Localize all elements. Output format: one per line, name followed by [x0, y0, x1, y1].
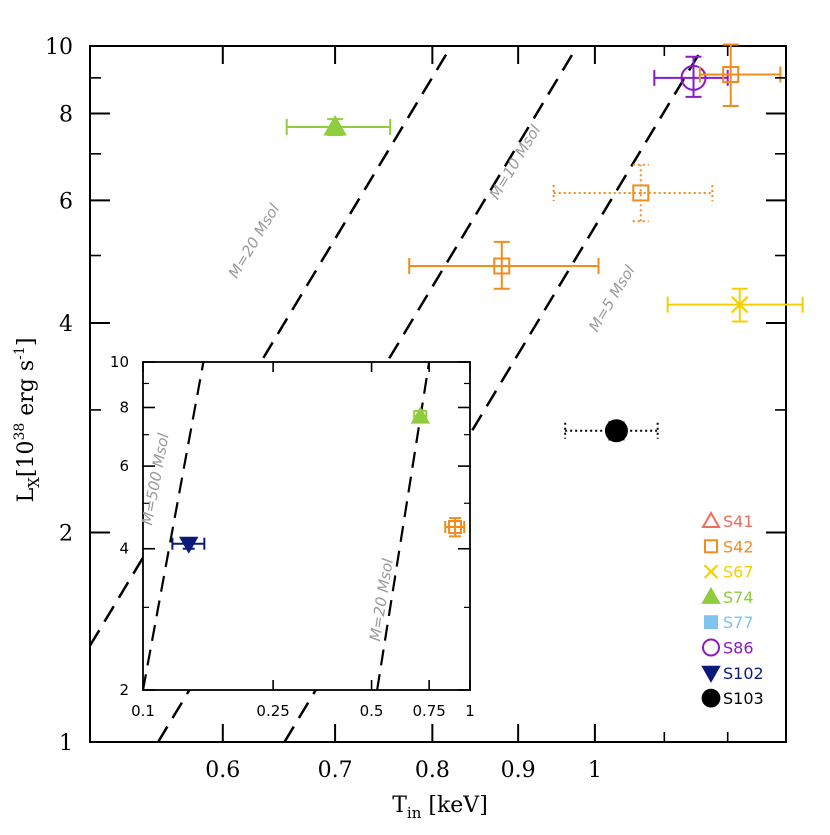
legend: S41 S42 S67 S74 S77 S86 S102 S103	[701, 510, 764, 708]
x-tick-label: 0.7	[318, 758, 353, 783]
legend-marker-s42	[704, 539, 718, 554]
inset-x-tick-label: 0.5	[360, 702, 384, 720]
legend-item-s74: S74	[701, 586, 754, 607]
legend-item-s41: S41	[701, 510, 754, 531]
legend-marker-s86	[702, 638, 720, 657]
y-tick-label: 10	[45, 35, 73, 60]
inset-axis-ticks: 0.1 0.25 0.5 0.75 1 2 4 6 8 10	[110, 353, 475, 720]
legend-marker-s77	[704, 615, 718, 630]
inset-point-s102-0	[171, 536, 206, 554]
y-axis-title: LX[1038 erg s-1]	[12, 338, 43, 503]
inset-marker-s102	[179, 536, 199, 554]
y-tick-label: 4	[59, 312, 73, 337]
legend-label-s102: S102	[723, 664, 764, 683]
mass-line-label-3: M=5 Msol	[585, 262, 639, 335]
legend-item-s67: S67	[703, 563, 754, 582]
main-point-s42-4	[698, 43, 782, 107]
inset-x-tick-label: 0.25	[256, 702, 289, 720]
inset-mass-line-1	[141, 361, 205, 691]
main-plot-frame	[89, 45, 787, 743]
legend-marker-s74	[701, 586, 721, 604]
legend-label-s74: S74	[723, 588, 754, 607]
inset-x-tick-label: 0.75	[412, 702, 445, 720]
legend-label-s41: S41	[723, 512, 754, 531]
legend-item-s77: S77	[704, 613, 754, 632]
y-tick-label: 8	[59, 102, 73, 127]
main-marker-s42	[632, 184, 650, 202]
inset-data-points	[171, 406, 466, 554]
legend-marker-s102	[701, 665, 721, 683]
inset-marker-s74	[410, 406, 431, 424]
inset-y-tick-label: 8	[119, 398, 129, 416]
inset-point-s74-1	[410, 406, 431, 424]
mass-line-3	[283, 45, 705, 743]
main-point-s67-5	[666, 287, 804, 323]
main-marker-s42	[493, 257, 511, 275]
inset-y-tick-label: 2	[119, 681, 129, 699]
legend-item-s102: S102	[701, 664, 764, 683]
inset-point-s42-2	[444, 517, 466, 538]
main-point-s42-1	[408, 240, 600, 290]
y-tick-label: 6	[59, 189, 73, 214]
inset-y-tick-label: 4	[119, 540, 129, 558]
main-point-s74-0	[285, 114, 392, 136]
mass-line-label-1: M=20 Msol	[225, 200, 284, 281]
main-point-s42-2	[552, 163, 714, 223]
main-marker-s42	[722, 66, 740, 84]
x-tick-label: 1	[588, 758, 602, 783]
legend-item-s86: S86	[702, 638, 754, 658]
inset-x-tick-label: 0.1	[131, 702, 155, 720]
inset-y-tick-label: 10	[110, 353, 129, 371]
legend-label-s42: S42	[723, 537, 754, 556]
x-tick-label: 0.9	[501, 758, 536, 783]
main-marker-s74	[323, 114, 347, 136]
legend-item-s42: S42	[704, 537, 754, 556]
legend-marker-s103	[701, 688, 721, 708]
x-tick-label: 0.6	[205, 758, 240, 783]
legend-label-s86: S86	[723, 639, 754, 658]
main-data-points	[285, 43, 804, 443]
main-point-s86-3	[653, 55, 729, 98]
inset-y-tick-label: 6	[119, 457, 129, 475]
main-marker-s86	[680, 64, 707, 91]
x-tick-label: 0.8	[415, 758, 450, 783]
main-point-s103-6	[564, 419, 659, 443]
main-marker-s103	[604, 419, 628, 443]
main-axis-ticks: 0.6 0.7 0.8 0.9 1 1 2 4 6 8 10	[45, 35, 787, 783]
y-tick-label: 2	[59, 521, 73, 546]
legend-marker-s41	[701, 510, 721, 528]
x-axis-title: Tin [keV]	[392, 793, 488, 822]
mass-line-label-2: M=10 Msol	[486, 121, 545, 202]
legend-label-s67: S67	[723, 563, 754, 582]
inset-marker-s42	[448, 520, 463, 535]
inset-x-tick-label: 1	[465, 702, 475, 720]
main-marker-s67	[730, 295, 749, 314]
y-tick-label: 1	[59, 731, 73, 756]
legend-item-s103: S103	[701, 688, 764, 708]
legend-marker-s67	[703, 564, 719, 579]
legend-label-s103: S103	[723, 689, 764, 708]
legend-label-s77: S77	[723, 613, 754, 632]
